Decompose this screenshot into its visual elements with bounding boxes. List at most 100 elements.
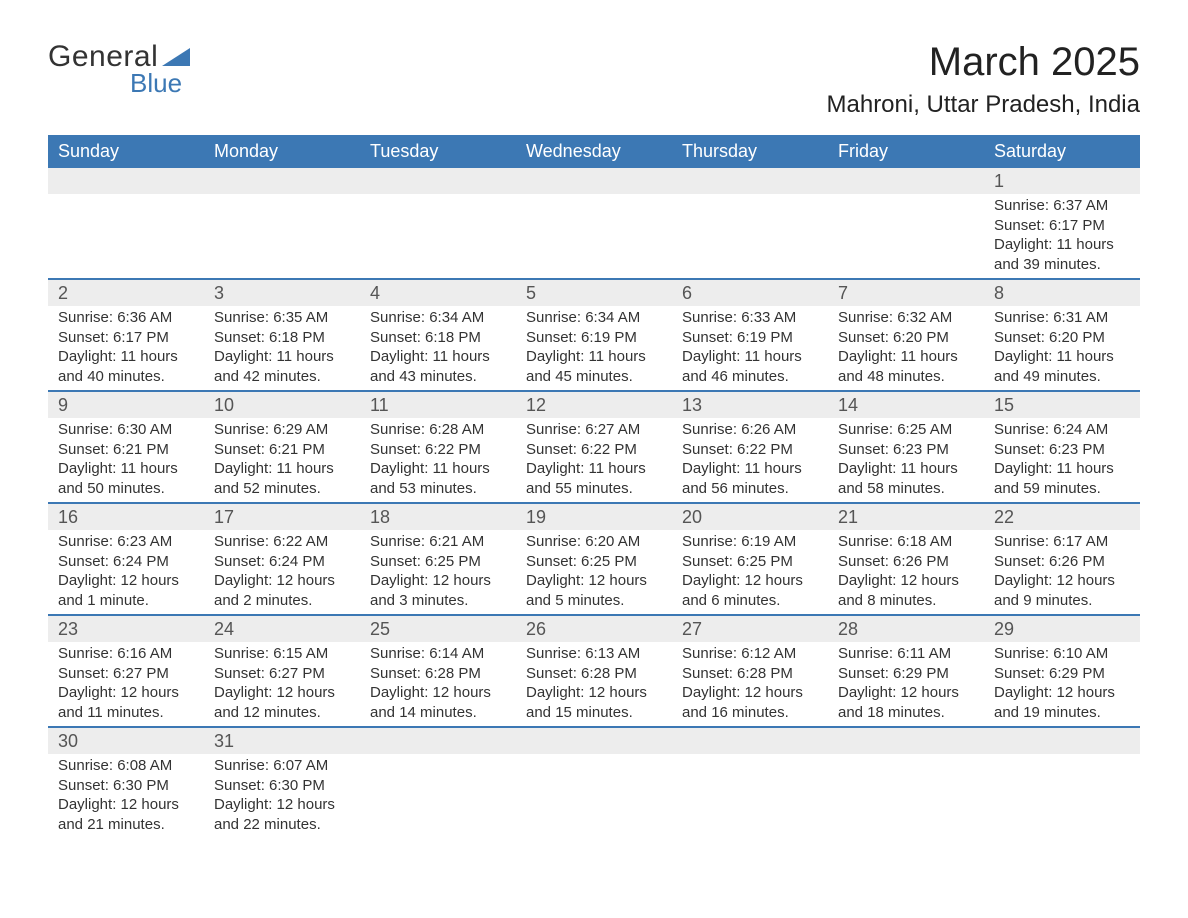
sunset-line: Sunset: 6:22 PM	[682, 440, 818, 460]
sunset-line: Sunset: 6:29 PM	[994, 664, 1130, 684]
sunrise-line: Sunrise: 6:23 AM	[58, 532, 194, 552]
day-detail: Sunrise: 6:08 AMSunset: 6:30 PMDaylight:…	[48, 754, 204, 838]
daylight-line: Daylight: 11 hours and 43 minutes.	[370, 347, 506, 386]
header: General Blue March 2025 Mahroni, Uttar P…	[48, 40, 1140, 119]
daylight-line: Daylight: 11 hours and 58 minutes.	[838, 459, 974, 498]
day-detail	[360, 194, 516, 278]
day-detail: Sunrise: 6:21 AMSunset: 6:25 PMDaylight:…	[360, 530, 516, 614]
sunrise-line: Sunrise: 6:36 AM	[58, 308, 194, 328]
sunset-line: Sunset: 6:25 PM	[682, 552, 818, 572]
day-number: 4	[360, 280, 516, 306]
sunrise-line: Sunrise: 6:31 AM	[994, 308, 1130, 328]
day-detail	[984, 754, 1140, 838]
day-detail: Sunrise: 6:26 AMSunset: 6:22 PMDaylight:…	[672, 418, 828, 502]
sunset-line: Sunset: 6:22 PM	[370, 440, 506, 460]
day-detail	[828, 754, 984, 838]
day-detail	[828, 194, 984, 278]
day-detail: Sunrise: 6:23 AMSunset: 6:24 PMDaylight:…	[48, 530, 204, 614]
sunrise-line: Sunrise: 6:19 AM	[682, 532, 818, 552]
day-detail: Sunrise: 6:33 AMSunset: 6:19 PMDaylight:…	[672, 306, 828, 390]
sunrise-line: Sunrise: 6:11 AM	[838, 644, 974, 664]
sunset-line: Sunset: 6:25 PM	[526, 552, 662, 572]
day-number	[984, 728, 1140, 754]
detail-strip: Sunrise: 6:30 AMSunset: 6:21 PMDaylight:…	[48, 418, 1140, 502]
day-number: 18	[360, 504, 516, 530]
day-detail	[672, 754, 828, 838]
day-detail: Sunrise: 6:30 AMSunset: 6:21 PMDaylight:…	[48, 418, 204, 502]
sunrise-line: Sunrise: 6:08 AM	[58, 756, 194, 776]
detail-strip: Sunrise: 6:23 AMSunset: 6:24 PM Daylight:…	[48, 530, 1140, 614]
daylight-line: Daylight: 12 hours and 5 minutes.	[526, 571, 662, 610]
week-block: 1Sunrise: 6:37 AMSunset: 6:17 PMDaylight…	[48, 168, 1140, 280]
day-detail	[516, 194, 672, 278]
sunrise-line: Sunrise: 6:21 AM	[370, 532, 506, 552]
day-number	[360, 168, 516, 194]
day-detail: Sunrise: 6:27 AMSunset: 6:22 PMDaylight:…	[516, 418, 672, 502]
daylight-line: Daylight: 12 hours and 22 minutes.	[214, 795, 350, 834]
sunrise-line: Sunrise: 6:15 AM	[214, 644, 350, 664]
detail-strip: Sunrise: 6:37 AMSunset: 6:17 PMDaylight:…	[48, 194, 1140, 278]
sunrise-line: Sunrise: 6:30 AM	[58, 420, 194, 440]
day-number: 16	[48, 504, 204, 530]
day-number	[516, 728, 672, 754]
daylight-line: Daylight: 11 hours and 55 minutes.	[526, 459, 662, 498]
sunset-line: Sunset: 6:27 PM	[214, 664, 350, 684]
daylight-line: Daylight: 12 hours and 12 minutes.	[214, 683, 350, 722]
sunset-line: Sunset: 6:26 PM	[994, 552, 1130, 572]
logo: General Blue	[48, 40, 190, 99]
sunset-line: Sunset: 6:22 PM	[526, 440, 662, 460]
day-detail	[516, 754, 672, 838]
sunset-line: Sunset: 6:30 PM	[58, 776, 194, 796]
day-number: 3	[204, 280, 360, 306]
day-number	[672, 728, 828, 754]
sunset-line: Sunset: 6:19 PM	[682, 328, 818, 348]
daylight-line: Daylight: 12 hours and 11 minutes.	[58, 683, 194, 722]
sunrise-line: Sunrise: 6:37 AM	[994, 196, 1130, 216]
day-detail: Sunrise: 6:34 AMSunset: 6:18 PMDaylight:…	[360, 306, 516, 390]
day-detail: Sunrise: 6:16 AMSunset: 6:27 PMDaylight:…	[48, 642, 204, 726]
sunset-line: Sunset: 6:25 PM	[370, 552, 506, 572]
day-number	[828, 168, 984, 194]
sunrise-line: Sunrise: 6:22 AM	[214, 532, 350, 552]
day-detail: Sunrise: 6:07 AMSunset: 6:30 PMDaylight:…	[204, 754, 360, 838]
day-number: 31	[204, 728, 360, 754]
day-number: 22	[984, 504, 1140, 530]
dow-cell: Friday	[828, 135, 984, 168]
day-number: 23	[48, 616, 204, 642]
daylight-line: Daylight: 12 hours and 15 minutes.	[526, 683, 662, 722]
sunrise-line: Sunrise: 6:13 AM	[526, 644, 662, 664]
dow-cell: Sunday	[48, 135, 204, 168]
daylight-line: Daylight: 12 hours and 3 minutes.	[370, 571, 506, 610]
sunset-line: Sunset: 6:24 PM	[58, 552, 194, 572]
day-detail: Sunrise: 6:17 AMSunset: 6:26 PMDaylight:…	[984, 530, 1140, 614]
day-number: 29	[984, 616, 1140, 642]
daylight-line: Daylight: 11 hours and 48 minutes.	[838, 347, 974, 386]
day-number: 12	[516, 392, 672, 418]
day-detail: Sunrise: 6:35 AMSunset: 6:18 PMDaylight:…	[204, 306, 360, 390]
day-number	[48, 168, 204, 194]
day-detail: Sunrise: 6:22 AMSunset: 6:24 PMDaylight:…	[204, 530, 360, 614]
day-detail	[360, 754, 516, 838]
calendar: SundayMondayTuesdayWednesdayThursdayFrid…	[48, 135, 1140, 838]
day-number: 6	[672, 280, 828, 306]
day-detail: Sunrise: 6:24 AMSunset: 6:23 PMDaylight:…	[984, 418, 1140, 502]
sunset-line: Sunset: 6:28 PM	[526, 664, 662, 684]
day-number: 17	[204, 504, 360, 530]
daylight-line: Daylight: 11 hours and 45 minutes.	[526, 347, 662, 386]
day-detail: Sunrise: 6:18 AMSunset: 6:26 PMDaylight:…	[828, 530, 984, 614]
sunset-line: Sunset: 6:20 PM	[838, 328, 974, 348]
daylight-line: Daylight: 12 hours and 16 minutes.	[682, 683, 818, 722]
sunset-line: Sunset: 6:19 PM	[526, 328, 662, 348]
day-detail: Sunrise: 6:25 AMSunset: 6:23 PMDaylight:…	[828, 418, 984, 502]
sunrise-line: Sunrise: 6:34 AM	[526, 308, 662, 328]
daylight-line: Daylight: 11 hours and 53 minutes.	[370, 459, 506, 498]
sunrise-line: Sunrise: 6:34 AM	[370, 308, 506, 328]
day-detail: Sunrise: 6:12 AMSunset: 6:28 PMDaylight:…	[672, 642, 828, 726]
day-detail: Sunrise: 6:10 AMSunset: 6:29 PMDaylight:…	[984, 642, 1140, 726]
sunrise-line: Sunrise: 6:29 AM	[214, 420, 350, 440]
daylight-line: Daylight: 11 hours and 49 minutes.	[994, 347, 1130, 386]
day-number: 11	[360, 392, 516, 418]
daylight-line: Daylight: 12 hours and 21 minutes.	[58, 795, 194, 834]
day-detail	[672, 194, 828, 278]
day-number	[516, 168, 672, 194]
